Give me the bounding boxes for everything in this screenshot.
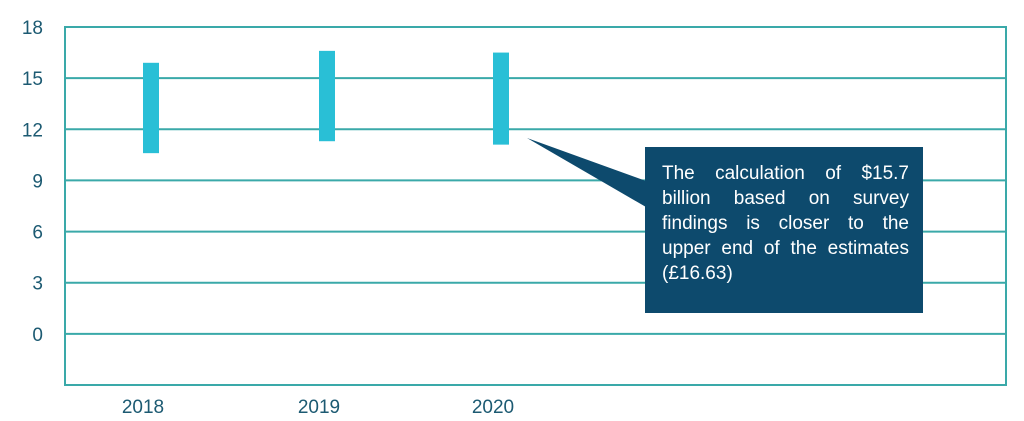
grid-lines <box>65 26 1006 335</box>
range-bars <box>143 50 509 154</box>
range-bar-2018 <box>143 62 159 154</box>
y-tick-label: 15 <box>22 69 43 90</box>
y-tick-label: 18 <box>22 18 43 39</box>
x-tick-label: 2020 <box>472 397 514 418</box>
range-bar-2020 <box>493 52 509 145</box>
callout-pointer <box>527 138 646 207</box>
x-axis-ticks: 2018 2019 2020 <box>122 397 514 418</box>
y-axis-ticks: 18 15 12 9 6 3 0 <box>22 18 43 346</box>
y-tick-label: 3 <box>32 274 43 295</box>
annotation-text: The calculation of $15.7 billion based o… <box>662 163 909 284</box>
y-tick-label: 6 <box>32 223 43 244</box>
x-tick-label: 2019 <box>298 397 340 418</box>
y-tick-label: 0 <box>32 325 43 346</box>
x-tick-label: 2018 <box>122 397 164 418</box>
range-bar-2019 <box>319 50 335 142</box>
y-tick-label: 9 <box>32 171 43 192</box>
plot-frame <box>64 26 1007 386</box>
y-tick-label: 12 <box>22 120 43 141</box>
callout-box <box>645 147 923 313</box>
